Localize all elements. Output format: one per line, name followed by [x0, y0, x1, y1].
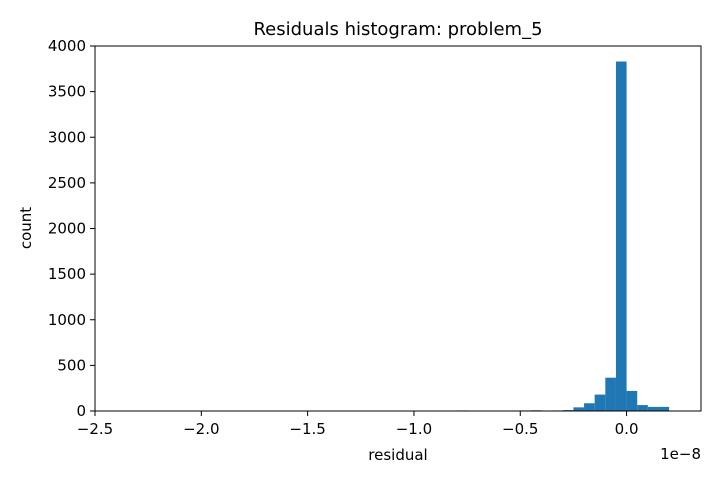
- histogram-bar: [647, 406, 659, 411]
- x-tick-label: −0.5: [502, 420, 538, 438]
- x-tick-label: 0.0: [615, 420, 639, 438]
- x-tick-label: −1.5: [289, 420, 325, 438]
- histogram-bar: [637, 405, 648, 411]
- y-axis-ticks: 0 500 1000 1500 2000 2500 3000 3500 4000: [48, 37, 95, 420]
- y-tick-label: 3000: [48, 128, 86, 146]
- x-axis-label: residual: [368, 446, 427, 464]
- histogram-bar: [573, 407, 585, 411]
- x-tick-label: −2.5: [77, 420, 113, 438]
- y-tick-label: 0: [76, 402, 86, 420]
- y-tick-label: 500: [57, 356, 86, 374]
- histogram-bar: [605, 377, 616, 411]
- chart-title: Residuals histogram: problem_5: [253, 19, 542, 40]
- x-tick-label: −1.0: [396, 420, 432, 438]
- y-tick-label: 1500: [48, 265, 86, 283]
- x-tick-label: −2.0: [183, 420, 219, 438]
- histogram-bar: [584, 403, 595, 411]
- plot-frame: [94, 45, 702, 412]
- histogram-bar: [658, 406, 670, 411]
- histogram-bar: [626, 390, 638, 411]
- histogram-bar: [594, 394, 606, 411]
- y-tick-label: 3500: [48, 83, 86, 101]
- x-axis-scale-label: 1e−8: [660, 445, 701, 463]
- y-tick-label: 1000: [48, 311, 86, 329]
- y-tick-label: 2000: [48, 220, 86, 238]
- y-tick-label: 4000: [48, 37, 86, 55]
- y-axis-label: count: [17, 207, 35, 249]
- y-tick-label: 2500: [48, 174, 86, 192]
- histogram-bar: [615, 61, 627, 411]
- x-axis-ticks: −2.5 −2.0 −1.5 −1.0 −0.5 0.0: [77, 411, 639, 438]
